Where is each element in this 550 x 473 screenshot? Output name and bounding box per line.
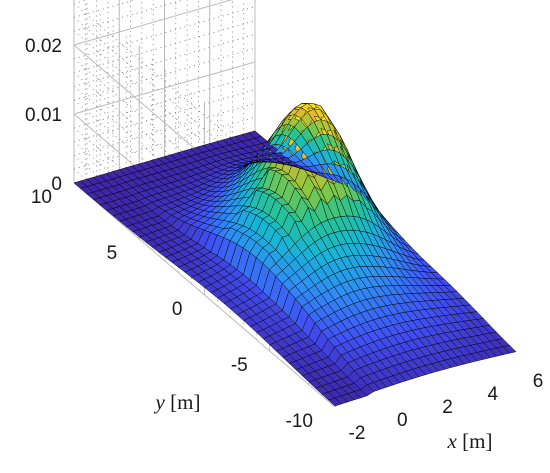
y-tick-label: 0 xyxy=(172,299,183,320)
x-tick-label: 4 xyxy=(487,384,498,405)
x-tick-label: 0 xyxy=(397,410,408,431)
z-tick-label: 0.01 xyxy=(25,105,62,126)
y-tick-label: 10 xyxy=(31,187,52,208)
surface-layer xyxy=(73,103,517,407)
z-tick-label: 0 xyxy=(51,174,62,195)
y-tick-label: -5 xyxy=(231,355,248,376)
surface-patch xyxy=(502,345,517,354)
y-tick-label: -10 xyxy=(286,411,313,432)
x-tick-label: 2 xyxy=(442,397,453,418)
x-axis-label: x [m] xyxy=(447,429,493,453)
x-tick-label: -2 xyxy=(349,423,366,444)
y-axis-label: y [m] xyxy=(154,390,201,414)
tick-layer: 0 0.01 0.02 10 5 0 -5 -10 -2 0 2 4 6 xyxy=(25,36,543,444)
x-tick-label: 6 xyxy=(533,371,544,392)
y-tick-label: 5 xyxy=(107,243,118,264)
z-tick-label: 0.02 xyxy=(25,36,62,57)
